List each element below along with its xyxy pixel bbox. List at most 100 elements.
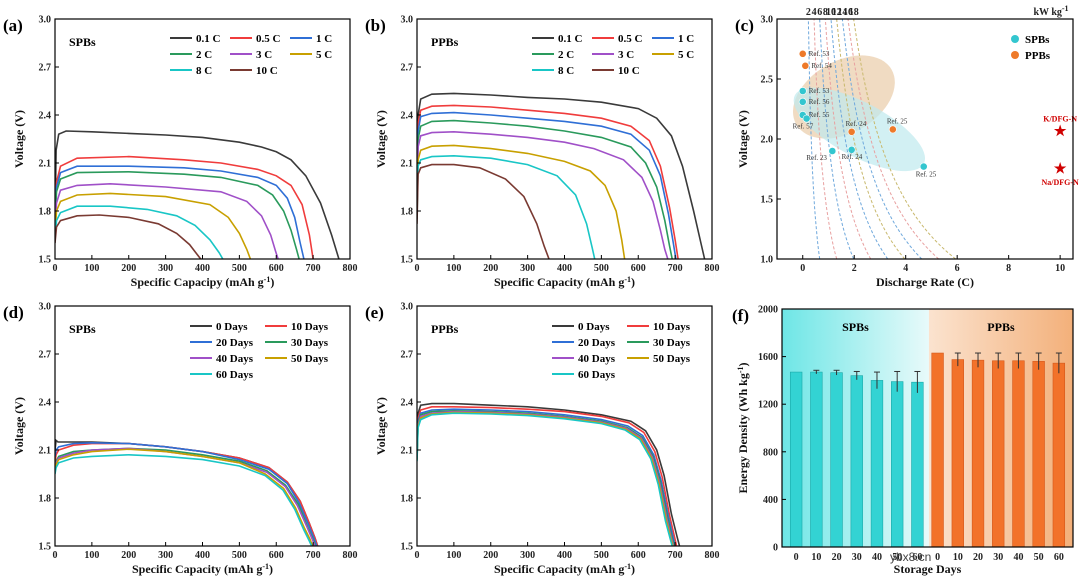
y-tick-label: 2000 [758,305,778,316]
x-tick-label: 500 [594,263,609,274]
ppb-point [798,49,807,58]
x-tick-label: 8 [1006,263,1011,274]
spb-point-ref: Ref. 57 [793,123,814,131]
panel-f: 0 10 20 30 40 50 60 0 10 20 30 40 50 60 0 400 800 1200 160… [732,305,1073,576]
x-axis-label: Specific Capacity (mAh g-1) [494,275,635,290]
x-tick-label: 0 [415,263,420,274]
x-tick-label: 700 [668,550,683,561]
ppb-point-ref: Ref. 54 [811,62,832,70]
legend-entry: 3 C [256,49,272,61]
spb-point [828,147,837,155]
series-line-7 [55,214,202,259]
ppb-point [847,127,856,136]
bar [1052,362,1066,548]
power-isoline [830,19,889,259]
x-tick-label: 600 [631,550,646,561]
spb-region [793,87,926,172]
x-tick-label: 30 [852,552,862,563]
spb-point-ref: Ref. 53 [809,87,830,95]
bar [971,359,985,548]
panel-title: SPBs [69,35,96,49]
legend-entry: 0 Days [216,321,248,333]
x-tick-label: 0 [794,552,799,563]
x-tick-label: 40 [872,552,882,563]
panel-label: (f) [732,306,749,325]
x-tick-label: 500 [232,263,247,274]
x-tick-label: 100 [446,550,461,561]
series-line-0 [417,402,681,546]
series-line-6 [55,205,224,259]
panel-d: 0 100 200 300 400 500 600 700 800 1.5 1.8 2.1 2.4 2.7… [3,302,358,577]
ppb-point-ref: Ref. 24 [846,120,867,128]
y-tick-label: 800 [763,447,778,458]
power-isoline [813,19,838,259]
y-tick-label: 2.7 [401,63,414,74]
power-isoline [836,19,906,259]
legend-entry: 60 Days [578,369,616,381]
series-line-3 [55,447,317,546]
series-line-2 [55,441,318,546]
panel-label: (e) [365,303,384,322]
y-axis-label: Voltage (V) [736,110,750,168]
y-axis-label: Voltage (V) [12,110,26,168]
series-line-1 [55,155,314,259]
y-tick-label: 1.5 [401,542,414,553]
series-line-0 [55,130,340,259]
y-tick-label: 3.0 [39,302,52,313]
y-axis-label: Voltage (V) [374,397,388,455]
legend-entry: 50 Days [653,353,691,365]
x-tick-label: 400 [195,550,210,561]
legend-entry: 10 C [256,65,278,77]
bar [931,352,944,548]
x-tick-label: 0 [800,263,805,274]
y-axis-label: Voltage (V) [12,397,26,455]
legend-entry: SPBs [1025,34,1050,46]
spb-point [798,97,807,106]
x-tick-label: 200 [121,263,136,274]
y-tick-label: 0 [773,543,778,554]
series-line-5 [417,144,626,259]
panel-a-frame [54,18,351,260]
legend-entry: 20 Days [578,337,616,349]
bar [789,371,803,548]
star-marker: ★ [1054,124,1067,140]
spb-point-ref: Ref. 56 [809,98,830,106]
bar [911,381,924,548]
y-tick-label: 2.7 [39,63,52,74]
x-tick-label: 0 [53,263,58,274]
y-tick-label: 1.8 [39,207,52,218]
x-tick-label: 100 [446,263,461,274]
legend-entry: 0.1 C [196,33,221,45]
x-tick-label: 2 [852,263,857,274]
watermark: ybx8.cn [890,550,932,564]
y-tick-label: 2.1 [39,446,52,457]
x-tick-label: 200 [483,550,498,561]
y-tick-label: 3.0 [761,15,774,26]
x-axis-label: Specific Capacity (mAh g-1) [132,562,273,577]
power-isoline [847,19,939,259]
legend-entry: 10 Days [653,321,691,333]
x-tick-label: 10 [1055,263,1065,274]
y-axis-label: Energy Density (Wh kg-1) [736,362,751,493]
x-tick-label: 10 [811,552,821,563]
bar [1032,361,1045,548]
legend-entry: 0.5 C [618,33,643,45]
spb-point [847,145,856,154]
power-tick-label: 2 [806,7,811,18]
panel-c-frame [776,18,1074,260]
x-tick-label: 400 [195,263,210,274]
power-tick-label: 6 [817,7,822,18]
x-tick-label: 700 [306,550,321,561]
legend-entry: 8 C [196,65,212,77]
series-line-2 [417,408,676,546]
legend-entry: 1 C [316,33,332,45]
y-tick-label: 1.5 [39,255,52,266]
series-line-5 [55,448,314,546]
bar [810,371,823,548]
legend-entry: 3 C [618,49,634,61]
y-tick-label: 3.0 [39,15,52,26]
legend-entry: 40 Days [216,353,254,365]
legend-entry: 8 C [558,65,574,77]
bar [891,381,904,548]
power-tick-label: 12 [832,7,842,18]
